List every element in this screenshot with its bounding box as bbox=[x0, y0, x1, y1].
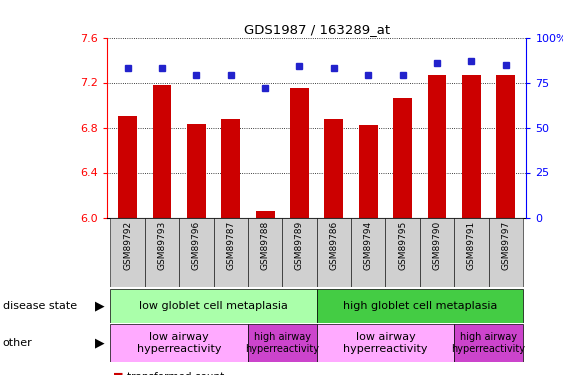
FancyBboxPatch shape bbox=[213, 217, 248, 287]
Bar bbox=[290, 88, 309, 218]
FancyBboxPatch shape bbox=[454, 217, 489, 287]
FancyBboxPatch shape bbox=[110, 217, 145, 287]
Text: GSM89790: GSM89790 bbox=[432, 221, 441, 270]
Text: high globlet cell metaplasia: high globlet cell metaplasia bbox=[343, 301, 497, 310]
Text: GSM89792: GSM89792 bbox=[123, 221, 132, 270]
FancyBboxPatch shape bbox=[386, 217, 420, 287]
FancyBboxPatch shape bbox=[351, 217, 386, 287]
Title: GDS1987 / 163289_at: GDS1987 / 163289_at bbox=[244, 23, 390, 36]
Text: GSM89789: GSM89789 bbox=[295, 221, 304, 270]
FancyBboxPatch shape bbox=[179, 217, 213, 287]
Bar bbox=[187, 124, 206, 218]
Text: GSM89795: GSM89795 bbox=[398, 221, 407, 270]
Bar bbox=[359, 125, 378, 218]
Text: GSM89788: GSM89788 bbox=[261, 221, 270, 270]
Bar bbox=[221, 118, 240, 218]
Text: low airway
hyperreactivity: low airway hyperreactivity bbox=[343, 332, 428, 354]
FancyBboxPatch shape bbox=[489, 217, 523, 287]
Bar bbox=[427, 75, 446, 217]
Text: GSM89786: GSM89786 bbox=[329, 221, 338, 270]
Text: disease state: disease state bbox=[3, 301, 77, 310]
Text: low airway
hyperreactivity: low airway hyperreactivity bbox=[137, 332, 221, 354]
FancyBboxPatch shape bbox=[454, 324, 523, 362]
FancyBboxPatch shape bbox=[420, 217, 454, 287]
FancyBboxPatch shape bbox=[248, 217, 282, 287]
Text: GSM89794: GSM89794 bbox=[364, 221, 373, 270]
Text: transformed count: transformed count bbox=[127, 372, 224, 375]
Text: GSM89793: GSM89793 bbox=[158, 221, 167, 270]
Text: GSM89797: GSM89797 bbox=[501, 221, 510, 270]
FancyBboxPatch shape bbox=[317, 289, 523, 322]
Text: GSM89787: GSM89787 bbox=[226, 221, 235, 270]
Text: ■: ■ bbox=[113, 372, 123, 375]
Bar bbox=[462, 75, 481, 217]
Text: ▶: ▶ bbox=[95, 337, 104, 350]
Bar bbox=[393, 98, 412, 218]
Text: low globlet cell metaplasia: low globlet cell metaplasia bbox=[139, 301, 288, 310]
FancyBboxPatch shape bbox=[145, 217, 179, 287]
FancyBboxPatch shape bbox=[282, 217, 317, 287]
Bar bbox=[497, 75, 515, 217]
Text: other: other bbox=[3, 338, 33, 348]
Bar bbox=[256, 211, 275, 218]
Text: ▶: ▶ bbox=[95, 299, 104, 312]
Bar bbox=[153, 85, 171, 218]
FancyBboxPatch shape bbox=[317, 324, 454, 362]
Bar bbox=[324, 118, 343, 218]
Text: high airway
hyperreactivity: high airway hyperreactivity bbox=[245, 332, 319, 354]
Bar bbox=[118, 116, 137, 218]
Text: high airway
hyperreactivity: high airway hyperreactivity bbox=[452, 332, 526, 354]
FancyBboxPatch shape bbox=[248, 324, 317, 362]
Text: GSM89796: GSM89796 bbox=[192, 221, 201, 270]
FancyBboxPatch shape bbox=[110, 289, 317, 322]
FancyBboxPatch shape bbox=[317, 217, 351, 287]
FancyBboxPatch shape bbox=[110, 324, 248, 362]
Text: GSM89791: GSM89791 bbox=[467, 221, 476, 270]
